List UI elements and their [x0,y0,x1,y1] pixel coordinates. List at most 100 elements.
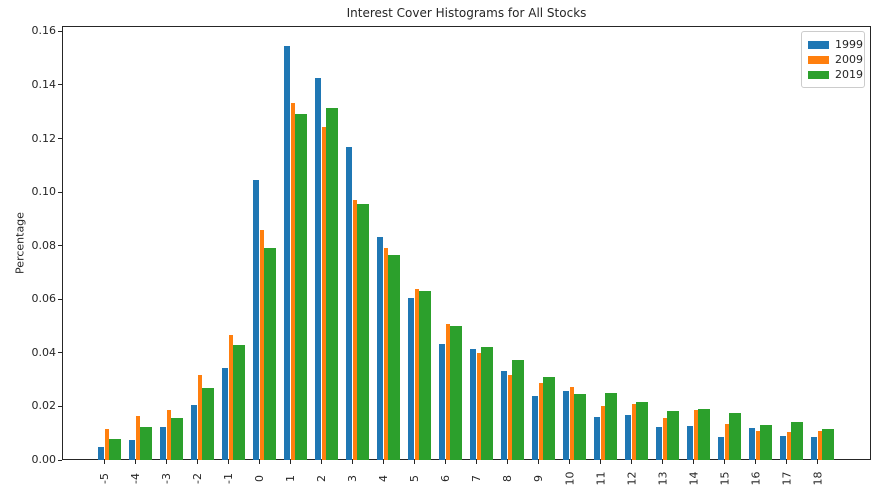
bar-2019-x-3 [170,417,184,460]
x-tick-label: 4 [377,474,390,482]
x-tick-mark [724,460,725,464]
y-tick-mark [58,30,62,32]
x-tick-label: 7 [470,474,483,482]
bar-1999-x16 [749,428,756,460]
bar-2009-x18 [817,430,822,460]
x-tick-label: 1 [284,474,297,482]
y-tick-mark [58,405,62,407]
x-tick-label: 10 [563,471,576,485]
bar-2019-x15 [728,413,742,460]
legend-swatch-2019 [808,70,829,79]
bar-2009-x8 [507,374,512,460]
bar-2009-x10 [569,387,574,460]
bar-1999-x-1 [222,368,229,460]
bar-2019-x13 [666,410,680,460]
bar-1999-x-4 [129,439,136,460]
bar-2009-x5 [414,288,419,460]
x-tick-mark [755,460,756,464]
x-tick-label: 11 [594,471,607,485]
bar-2019-x-1 [232,345,246,460]
bar-1999-x14 [687,426,694,460]
y-tick-label: 0.04 [31,345,57,359]
x-tick-mark [414,460,415,464]
x-tick-mark [383,460,384,464]
x-tick-mark [693,460,694,464]
x-tick-label: -5 [98,472,111,484]
bar-2009-x-2 [197,375,202,460]
bar-2009-x1 [290,102,295,460]
bar-2019-x10 [573,393,587,460]
x-tick-label: 16 [749,471,762,485]
x-tick-mark [290,460,291,464]
bar-2009-x13 [662,418,667,460]
bar-2009-x16 [755,431,760,460]
bar-2019-x-5 [108,439,122,460]
bar-1999-x11 [594,416,601,460]
x-tick-label: 18 [811,471,824,485]
bar-2009-x-5 [104,428,109,460]
x-tick-mark [445,460,446,464]
x-tick-mark [600,460,601,464]
bar-1999-x6 [439,343,446,460]
x-tick-label: 0 [253,474,266,482]
bar-2019-x18 [821,428,835,460]
bar-2019-x3 [356,203,370,460]
bar-2009-x3 [352,199,357,460]
bar-2009-x-1 [228,334,233,460]
bar-1999-x12 [625,415,632,460]
bar-1999-x-3 [160,426,167,460]
bar-1999-x4 [377,237,384,460]
legend-label: 2009 [835,53,863,66]
legend-swatch-2009 [808,55,829,64]
x-tick-label: 12 [625,471,638,485]
y-tick-label: 0.16 [31,24,57,38]
y-tick-label: 0.02 [31,399,57,413]
y-tick-label: 0.00 [31,453,57,466]
bar-2009-x15 [724,424,729,460]
x-tick-mark [166,460,167,464]
x-tick-mark [786,460,787,464]
x-tick-mark [197,460,198,464]
bar-2019-x16 [759,425,773,460]
bar-2019-x4 [387,255,401,460]
bar-2019-x-4 [139,427,153,460]
chart-title: Interest Cover Histograms for All Stocks [346,6,587,20]
bar-1999-x5 [408,298,415,460]
x-tick-mark [569,460,570,464]
x-tick-label: 3 [346,474,359,482]
x-tick-mark [631,460,632,464]
bar-2019-x14 [697,409,711,460]
x-tick-mark [817,460,818,464]
y-tick-label: 0.12 [31,131,57,145]
x-tick-mark [228,460,229,464]
x-tick-mark [135,460,136,464]
bar-2019-x2 [325,107,339,460]
x-tick-mark [507,460,508,464]
bar-1999-x17 [780,436,787,460]
bar-1999-x10 [563,391,570,460]
bar-2009-x11 [600,405,605,460]
x-tick-label: 17 [780,471,793,485]
x-tick-label: -1 [222,472,235,484]
bar-1999-x15 [718,436,725,460]
x-tick-label: -2 [191,472,204,484]
bar-2009-x9 [538,383,543,460]
y-tick-label: 0.10 [31,185,57,199]
y-tick-label: 0.14 [31,77,57,91]
bar-2009-x-4 [135,416,140,460]
x-tick-label: 15 [718,471,731,485]
bar-2019-x1 [294,114,308,460]
bar-1999-x7 [470,349,477,460]
y-tick-mark [58,459,62,461]
bar-2009-x2 [321,127,326,460]
bar-2019-x6 [449,325,463,460]
bar-1999-x2 [315,77,322,460]
x-tick-label: 6 [439,474,452,482]
bar-2019-x8 [511,360,525,460]
x-tick-label: 5 [408,474,421,482]
plot-area [62,26,871,460]
bar-1999-x0 [253,180,260,460]
x-tick-mark [321,460,322,464]
bar-2019-x17 [790,421,804,460]
